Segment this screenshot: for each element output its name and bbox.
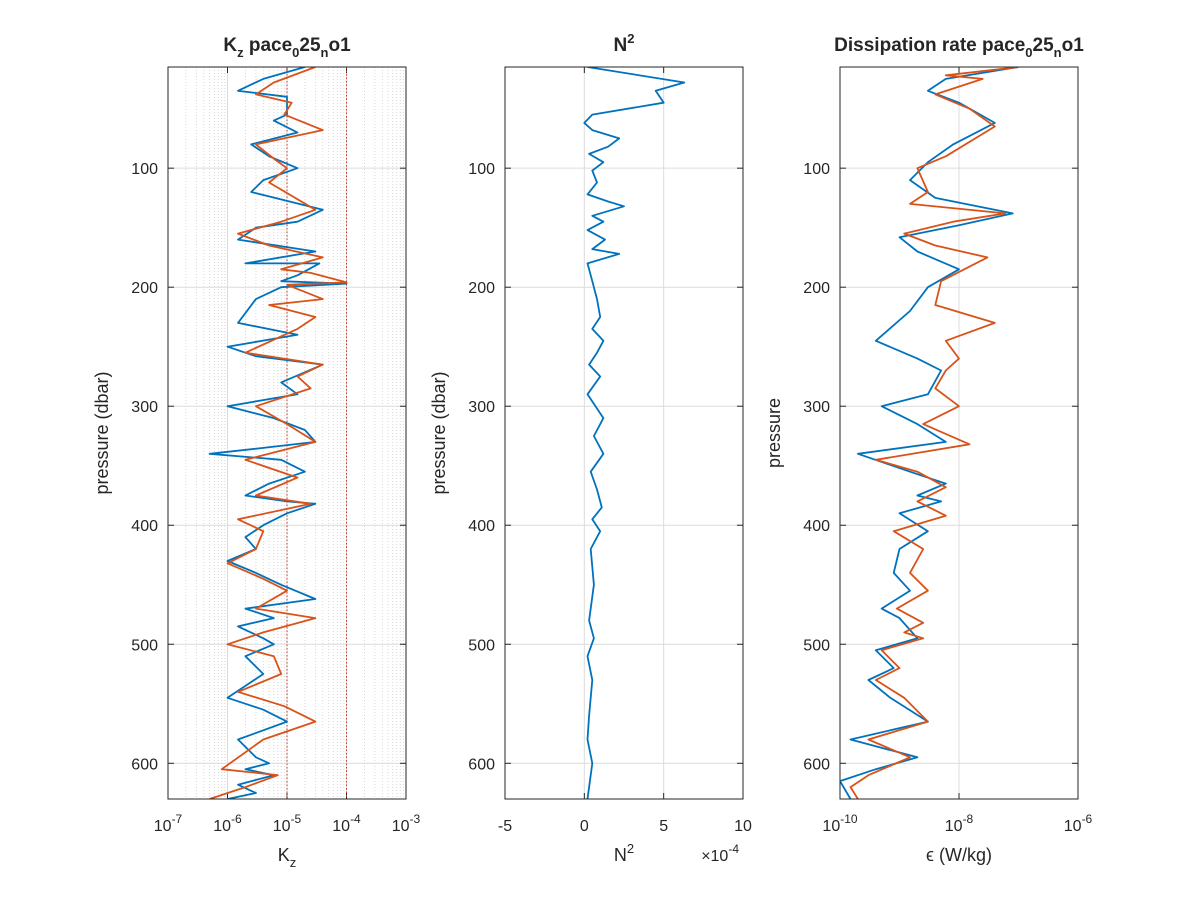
title-subscript: 0: [292, 45, 299, 60]
y-tick-label: 400: [131, 518, 158, 535]
axis-multiplier: ×10-4: [701, 842, 739, 865]
x-tick-base: 10: [392, 818, 410, 835]
title-part: o1: [328, 35, 351, 56]
y-tick-label: 600: [803, 756, 830, 773]
series-line-1: [208, 67, 348, 799]
title-subscript: n: [1054, 45, 1062, 60]
y-tick-label: 300: [803, 399, 830, 416]
x-label-base: K: [278, 845, 290, 865]
x-label-subscript: z: [290, 855, 297, 870]
y-axis-label: pressure (dbar): [92, 371, 112, 494]
series-line-1: [840, 67, 1019, 799]
x-tick-label: 5: [659, 818, 668, 835]
y-tick-label: 400: [468, 518, 495, 535]
chart-title: Kz pace025no1: [223, 35, 351, 60]
multiplier-base: ×10: [701, 848, 728, 865]
y-tick-label: 200: [803, 280, 830, 297]
y-tick-label: 500: [803, 637, 830, 654]
x-tick-label: 10-8: [945, 812, 974, 835]
y-tick-label: 600: [131, 756, 158, 773]
x-tick-label: 10-6: [213, 812, 242, 835]
x-tick-exponent: -8: [963, 812, 974, 826]
x-tick-base: 10: [332, 818, 350, 835]
y-tick-label: 200: [468, 280, 495, 297]
x-tick-exponent: -4: [350, 812, 361, 826]
x-tick-label: 0: [580, 818, 589, 835]
y-tick-label: 500: [468, 637, 495, 654]
title-subscript: 0: [1025, 45, 1032, 60]
x-axis-label: N2: [614, 841, 634, 865]
x-tick-base: 10: [1064, 818, 1082, 835]
series-line-2: [209, 67, 348, 799]
x-tick-base: 10: [822, 818, 840, 835]
x-axis-label: ϵ (W/kg): [926, 845, 992, 865]
x-tick-exponent: -6: [1082, 812, 1093, 826]
x-tick-label: 10-4: [332, 812, 361, 835]
x-tick-base: 10: [273, 818, 291, 835]
multiplier-exponent: -4: [728, 842, 739, 856]
title-part: pace: [244, 35, 293, 56]
y-tick-label: 100: [468, 161, 495, 178]
y-tick-label: 100: [131, 161, 158, 178]
title-part: Dissipation rate pace: [834, 35, 1025, 56]
dissipation-panel: 10-10 10-8 10-6100200300400500600Dissipati…: [764, 35, 1093, 865]
y-tick-label: 300: [131, 399, 158, 416]
x-tick-label: 10: [734, 818, 752, 835]
y-tick-label: 600: [468, 756, 495, 773]
x-tick-base: 10: [945, 818, 963, 835]
chart-title: Dissipation rate pace025no1: [834, 35, 1084, 60]
y-axis-label: pressure: [764, 398, 784, 468]
x-label-base: N: [614, 845, 627, 865]
chart-title: N2: [614, 31, 635, 56]
title-part: o1: [1062, 35, 1085, 56]
x-tick-label: 10-7: [154, 812, 183, 835]
series-line-2: [849, 67, 1019, 799]
x-tick-exponent: -5: [291, 812, 302, 826]
x-tick-base: 10: [213, 818, 231, 835]
y-tick-label: 400: [803, 518, 830, 535]
x-tick-label: 10-6: [1064, 812, 1093, 835]
y-tick-label: 300: [468, 399, 495, 416]
x-tick-base: 10: [154, 818, 172, 835]
x-tick-label: 10-3: [392, 812, 421, 835]
x-tick-label: 10-5: [273, 812, 302, 835]
kz-panel: 10-7 10-6 10-5 10-4 10-3100200300400500600Kz…: [92, 35, 421, 870]
x-tick-label: 10-10: [822, 812, 857, 835]
y-tick-label: 200: [131, 280, 158, 297]
plot-area: [505, 67, 743, 799]
x-tick-exponent: -3: [410, 812, 421, 826]
title-superscript: 2: [627, 31, 634, 46]
title-part: K: [223, 35, 237, 56]
title-part: 25: [1033, 35, 1055, 56]
x-tick-exponent: -7: [172, 812, 183, 826]
series-line-1: [583, 67, 686, 799]
y-axis-label: pressure (dbar): [429, 371, 449, 494]
title-subscript: z: [237, 45, 244, 60]
axes-frame: [167, 66, 407, 800]
y-tick-label: 500: [131, 637, 158, 654]
x-tick-exponent: -10: [840, 812, 858, 826]
title-part: N: [614, 35, 628, 56]
x-axis-label: Kz: [278, 845, 297, 870]
title-subscript: n: [321, 45, 329, 60]
x-label-superscript: 2: [627, 841, 634, 856]
x-tick-exponent: -6: [231, 812, 242, 826]
axes-frame: [504, 66, 744, 800]
x-tick-label: -5: [498, 818, 512, 835]
axes-frame: [839, 66, 1079, 800]
title-part: 25: [299, 35, 321, 56]
y-tick-label: 100: [803, 161, 830, 178]
